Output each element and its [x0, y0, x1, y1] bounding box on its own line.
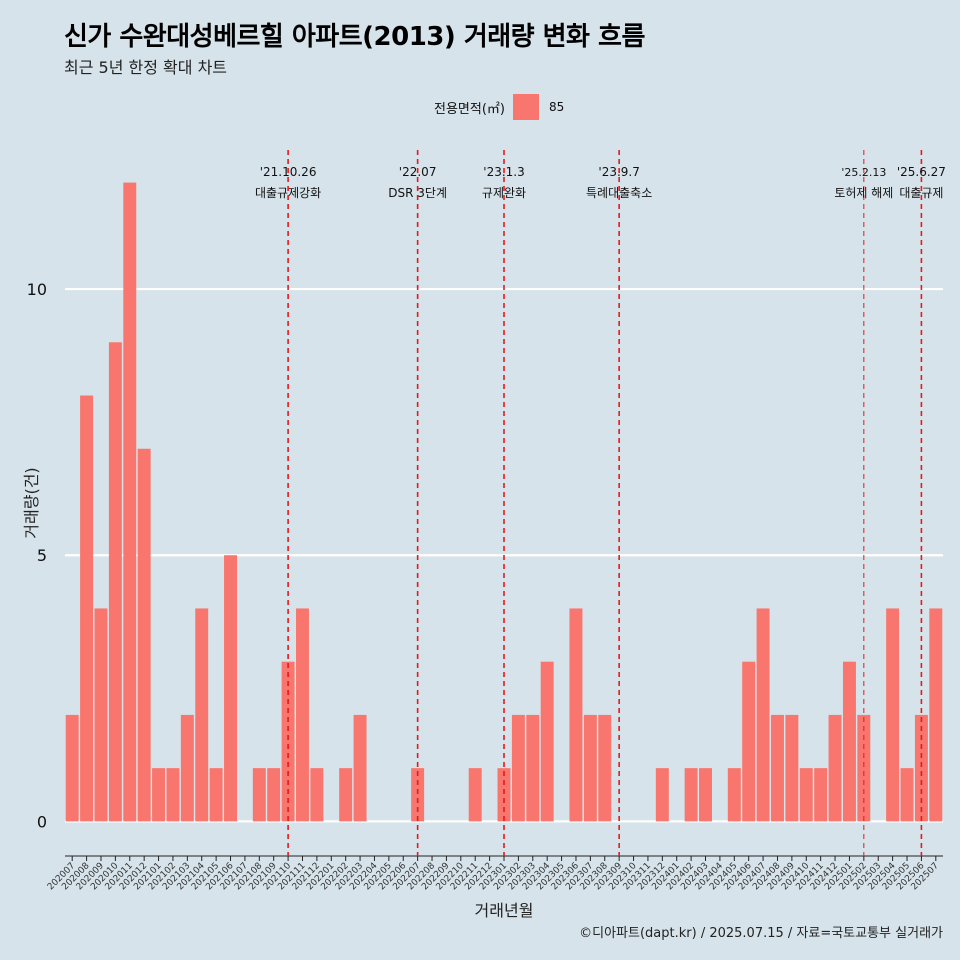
bar: [785, 714, 799, 822]
bar: [511, 714, 525, 822]
bar: [497, 768, 511, 822]
bar: [727, 768, 741, 822]
event-label: 토허제 해제: [834, 186, 893, 200]
bar: [799, 768, 813, 822]
event-label: 대출규제: [899, 186, 943, 200]
y-tick-label: 0: [37, 812, 47, 831]
bar: [339, 768, 353, 822]
event-date-label: '25.6.27: [897, 165, 946, 179]
bar: [224, 555, 238, 822]
bar: [886, 608, 900, 822]
bar: [900, 768, 914, 822]
bar: [828, 714, 842, 822]
bar: [468, 768, 482, 822]
bar: [569, 608, 583, 822]
event-label: 규제완화: [482, 186, 526, 200]
chart-title: 신가 수완대성베르힐 아파트(2013) 거래량 변화 흐름: [64, 22, 645, 52]
bar: [756, 608, 770, 822]
event-date-label: '23.9.7: [598, 165, 639, 179]
bar: [526, 714, 540, 822]
bar: [684, 768, 698, 822]
bar: [267, 768, 281, 822]
event-label: 대출규제강화: [255, 186, 321, 200]
bar: [296, 608, 309, 822]
bar: [770, 714, 784, 822]
bar: [814, 768, 828, 822]
bar: [137, 448, 151, 822]
bar: [166, 768, 180, 822]
bar: [540, 661, 554, 822]
bar: [857, 714, 871, 822]
y-tick-label: 10: [27, 280, 47, 299]
bar: [80, 395, 94, 822]
source-caption: ©디아파트(dapt.kr) / 2025.07.15 / 자료=국토교통부 실…: [579, 926, 943, 941]
y-axis-label: 거래량(건): [22, 467, 41, 539]
bar: [353, 714, 367, 822]
event-date-label: '21.10.26: [260, 165, 317, 179]
bar: [310, 768, 324, 822]
legend-swatch: [512, 94, 539, 120]
bar: [914, 714, 928, 822]
bar: [65, 714, 79, 822]
event-label: DSR 3단계: [388, 186, 447, 200]
bar: [195, 608, 209, 822]
bar: [598, 714, 612, 822]
bar: [123, 182, 137, 822]
bar: [152, 768, 166, 822]
bar: [583, 714, 597, 822]
bar: [411, 768, 425, 822]
bar: [180, 714, 194, 822]
bar: [209, 768, 223, 822]
event-date-label: '23.1.3: [483, 165, 524, 179]
bar: [929, 608, 943, 822]
bar: [108, 342, 122, 822]
event-date-label: '25.2.13: [841, 166, 886, 179]
y-tick-label: 5: [37, 546, 47, 565]
bar: [742, 661, 756, 822]
bar: [699, 768, 712, 822]
legend-title: 전용면적(㎡): [434, 101, 505, 117]
event-label: 특례대출축소: [586, 186, 652, 200]
legend: 전용면적(㎡) 85: [434, 94, 564, 120]
bar: [252, 768, 266, 822]
bar: [842, 661, 856, 822]
x-axis-label: 거래년월: [474, 901, 534, 920]
bar: [94, 608, 108, 822]
bar: [281, 661, 295, 822]
legend-label: 85: [548, 100, 565, 114]
event-date-label: '22.07: [399, 165, 437, 179]
chart-subtitle: 최근 5년 한정 확대 차트: [64, 58, 228, 77]
bar: [655, 768, 669, 822]
